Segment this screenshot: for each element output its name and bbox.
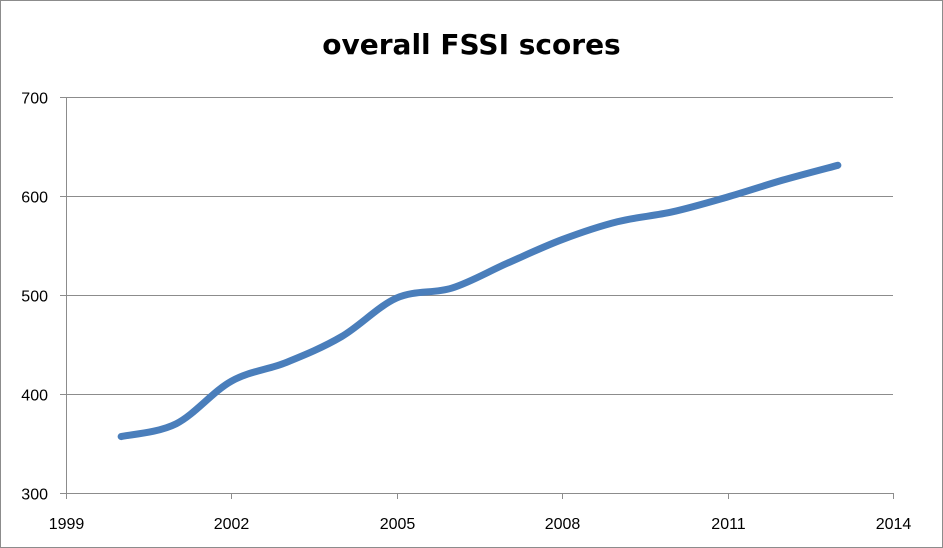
x-tick-label: 2005 bbox=[380, 516, 416, 533]
series-line bbox=[117, 161, 842, 441]
x-tick-label: 2002 bbox=[214, 516, 250, 533]
y-tick-labels: 300 400 500 600 700 bbox=[21, 91, 48, 504]
x-tick-labels: 1999 2002 2005 2008 2011 2014 bbox=[49, 516, 912, 533]
x-tick-label: 2014 bbox=[876, 516, 912, 533]
x-tick-label: 2008 bbox=[545, 516, 581, 533]
chart-title: overall FSSI scores bbox=[322, 28, 621, 61]
series-group bbox=[117, 161, 842, 441]
y-tick-label: 600 bbox=[21, 190, 48, 207]
y-tick-label: 700 bbox=[21, 91, 48, 108]
grid-lines bbox=[66, 97, 893, 395]
y-tick-label: 300 bbox=[21, 487, 48, 504]
axes bbox=[60, 97, 894, 499]
x-tick-label: 1999 bbox=[49, 516, 85, 533]
y-tick-label: 500 bbox=[21, 289, 48, 306]
x-tick-label: 2011 bbox=[711, 516, 746, 533]
y-tick-label: 400 bbox=[21, 388, 48, 405]
